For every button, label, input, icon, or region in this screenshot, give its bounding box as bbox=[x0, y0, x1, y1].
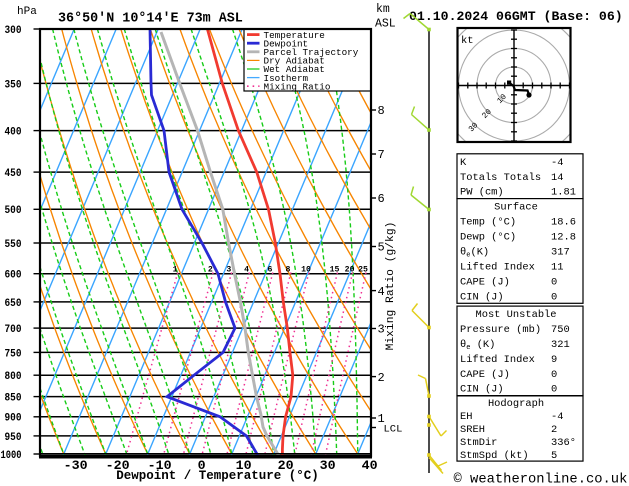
svg-text:Totals Totals: Totals Totals bbox=[460, 172, 541, 184]
svg-text:600: 600 bbox=[5, 270, 22, 282]
svg-text:350: 350 bbox=[5, 79, 22, 91]
svg-text:36°50'N 10°14'E 73m ASL: 36°50'N 10°14'E 73m ASL bbox=[58, 12, 243, 27]
svg-text:1: 1 bbox=[173, 266, 178, 275]
svg-text:km: km bbox=[376, 3, 390, 16]
svg-text:750: 750 bbox=[551, 324, 570, 336]
svg-text:8: 8 bbox=[378, 104, 385, 118]
svg-text:-10: -10 bbox=[148, 458, 172, 473]
svg-text:SREH: SREH bbox=[460, 424, 485, 436]
svg-text:30: 30 bbox=[320, 458, 336, 473]
svg-text:Wet Adiabat: Wet Adiabat bbox=[264, 64, 325, 75]
svg-text:8: 8 bbox=[286, 266, 291, 275]
svg-text:3: 3 bbox=[226, 266, 231, 275]
svg-text:Hodograph: Hodograph bbox=[488, 398, 544, 410]
svg-text:0: 0 bbox=[551, 291, 557, 303]
svg-text:4: 4 bbox=[244, 266, 249, 275]
svg-text:5: 5 bbox=[551, 450, 557, 462]
svg-text:-4: -4 bbox=[551, 411, 563, 423]
svg-text:K: K bbox=[460, 157, 467, 169]
svg-text:0: 0 bbox=[551, 384, 557, 396]
svg-text:800: 800 bbox=[5, 371, 22, 383]
svg-text:12.8: 12.8 bbox=[551, 232, 576, 244]
svg-text:θe (K): θe (K) bbox=[460, 339, 495, 352]
svg-text:10: 10 bbox=[301, 266, 311, 275]
svg-text:18.6: 18.6 bbox=[551, 217, 576, 229]
svg-text:700: 700 bbox=[5, 324, 22, 336]
svg-text:5: 5 bbox=[378, 241, 385, 255]
svg-text:Dry Adiabat: Dry Adiabat bbox=[264, 56, 325, 67]
svg-text:15: 15 bbox=[330, 266, 340, 275]
svg-text:© weatheronline.co.uk: © weatheronline.co.uk bbox=[454, 472, 628, 486]
svg-text:3: 3 bbox=[378, 323, 385, 337]
svg-text:CIN (J): CIN (J) bbox=[460, 384, 504, 396]
svg-text:2: 2 bbox=[551, 424, 557, 436]
svg-text:-4: -4 bbox=[551, 157, 563, 169]
svg-text:317: 317 bbox=[551, 247, 570, 259]
svg-text:Most Unstable: Most Unstable bbox=[475, 309, 556, 321]
svg-text:0: 0 bbox=[551, 277, 557, 289]
svg-text:0: 0 bbox=[551, 369, 557, 381]
svg-text:LCL: LCL bbox=[384, 424, 403, 436]
svg-text:PW (cm): PW (cm) bbox=[460, 187, 504, 199]
svg-text:1: 1 bbox=[378, 412, 385, 426]
svg-text:6: 6 bbox=[378, 192, 385, 206]
svg-text:θe(K): θe(K) bbox=[460, 247, 489, 260]
svg-text:0: 0 bbox=[198, 458, 206, 473]
svg-text:2: 2 bbox=[208, 266, 213, 275]
svg-text:7: 7 bbox=[378, 148, 385, 162]
svg-text:hPa: hPa bbox=[17, 6, 37, 18]
svg-text:Lifted Index: Lifted Index bbox=[460, 354, 535, 366]
svg-text:Dewp (°C): Dewp (°C) bbox=[460, 232, 516, 244]
svg-text:StmDir: StmDir bbox=[460, 437, 497, 449]
svg-text:CAPE (J): CAPE (J) bbox=[460, 277, 510, 289]
svg-text:-20: -20 bbox=[106, 458, 130, 473]
svg-text:400: 400 bbox=[5, 127, 22, 139]
svg-text:Lifted Index: Lifted Index bbox=[460, 262, 535, 274]
svg-text:Dewpoint / Temperature (°C): Dewpoint / Temperature (°C) bbox=[116, 469, 319, 483]
svg-text:Temp (°C): Temp (°C) bbox=[460, 217, 516, 229]
svg-text:500: 500 bbox=[5, 205, 22, 217]
svg-text:20: 20 bbox=[278, 458, 294, 473]
svg-text:2: 2 bbox=[378, 371, 385, 385]
svg-text:ASL: ASL bbox=[375, 18, 396, 31]
svg-text:40: 40 bbox=[362, 458, 378, 473]
svg-text:10: 10 bbox=[236, 458, 252, 473]
svg-text:kt: kt bbox=[461, 35, 474, 47]
svg-text:CIN (J): CIN (J) bbox=[460, 291, 504, 303]
svg-text:Mixing Ratio (g/kg): Mixing Ratio (g/kg) bbox=[385, 222, 397, 351]
svg-text:300: 300 bbox=[5, 25, 22, 37]
svg-text:-30: -30 bbox=[64, 458, 88, 473]
svg-text:Dewpoint: Dewpoint bbox=[264, 38, 309, 49]
svg-text:20: 20 bbox=[345, 266, 355, 275]
svg-text:850: 850 bbox=[5, 393, 22, 405]
svg-text:14: 14 bbox=[551, 172, 563, 184]
svg-text:Pressure (mb): Pressure (mb) bbox=[460, 324, 541, 336]
svg-text:336°: 336° bbox=[551, 437, 576, 449]
svg-text:Isotherm: Isotherm bbox=[264, 73, 309, 84]
svg-text:01.10.2024 06GMT (Base: 06): 01.10.2024 06GMT (Base: 06) bbox=[409, 9, 623, 24]
svg-text:4: 4 bbox=[378, 285, 385, 299]
svg-text:Mixing Ratio: Mixing Ratio bbox=[264, 81, 331, 92]
svg-text:650: 650 bbox=[5, 298, 22, 310]
svg-text:Parcel Trajectory: Parcel Trajectory bbox=[264, 47, 359, 58]
svg-text:1000: 1000 bbox=[1, 450, 22, 462]
svg-text:450: 450 bbox=[5, 168, 22, 180]
svg-text:1.81: 1.81 bbox=[551, 187, 576, 199]
svg-text:9: 9 bbox=[551, 354, 557, 366]
svg-text:321: 321 bbox=[551, 339, 570, 351]
svg-text:750: 750 bbox=[5, 348, 22, 360]
svg-text:11: 11 bbox=[551, 262, 563, 274]
svg-text:900: 900 bbox=[5, 413, 22, 425]
svg-text:950: 950 bbox=[5, 432, 22, 444]
svg-text:Surface: Surface bbox=[494, 202, 538, 214]
svg-text:550: 550 bbox=[5, 239, 22, 251]
svg-text:25: 25 bbox=[358, 266, 368, 275]
svg-text:6: 6 bbox=[268, 266, 273, 275]
svg-text:StmSpd (kt): StmSpd (kt) bbox=[460, 450, 529, 462]
svg-text:EH: EH bbox=[460, 411, 472, 423]
svg-text:Temperature: Temperature bbox=[264, 30, 325, 41]
svg-text:CAPE (J): CAPE (J) bbox=[460, 369, 510, 381]
